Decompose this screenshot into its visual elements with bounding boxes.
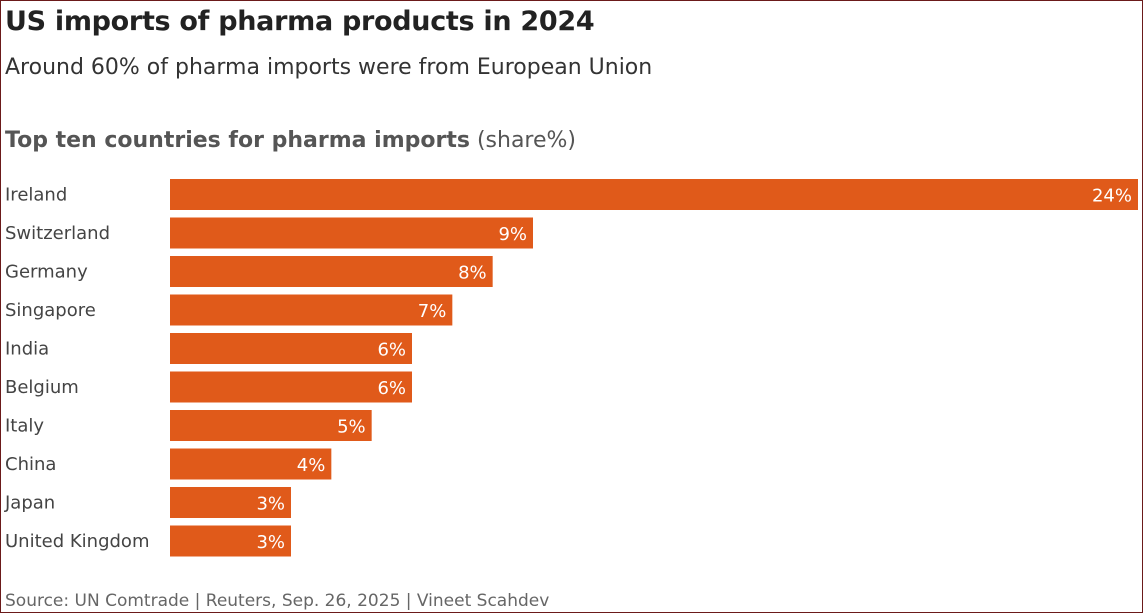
data-label: 5% xyxy=(337,417,366,438)
category-label: Germany xyxy=(5,262,88,283)
bar-india xyxy=(170,333,412,364)
data-label: 3% xyxy=(256,532,285,553)
source-note: Source: UN Comtrade | Reuters, Sep. 26, … xyxy=(5,591,550,611)
data-label: 3% xyxy=(256,494,285,515)
data-label: 9% xyxy=(498,224,527,245)
data-label: 6% xyxy=(377,340,406,361)
bar-germany xyxy=(170,256,493,287)
category-label: Japan xyxy=(4,493,55,514)
bar-china xyxy=(170,448,332,480)
category-label: Ireland xyxy=(5,185,67,206)
data-label: 24% xyxy=(1092,186,1132,207)
category-label: Singapore xyxy=(5,300,96,321)
bar-chart: Ireland 24% Switzerland 9% Germany 8% Singapor… xyxy=(4,179,1138,557)
bar-belgium xyxy=(170,371,412,403)
bar-ireland xyxy=(170,179,1138,210)
chart-title: Top ten countries for pharma imports (sh… xyxy=(5,128,576,153)
data-label: 6% xyxy=(377,378,406,399)
data-label: 4% xyxy=(297,455,326,476)
category-label: India xyxy=(5,339,49,360)
chart-headline: US imports of pharma products in 2024 xyxy=(5,6,595,37)
category-label: China xyxy=(5,454,56,475)
data-label: 7% xyxy=(418,301,447,322)
bar-italy xyxy=(170,410,372,441)
chart-subtitle: Around 60% of pharma imports were from E… xyxy=(5,55,653,80)
bar-singapore xyxy=(170,294,453,326)
bar-japan xyxy=(170,487,291,518)
category-label: United Kingdom xyxy=(5,531,149,552)
bar-united-kingdom xyxy=(170,525,291,557)
chart-title-bold: Top ten countries for pharma imports xyxy=(5,128,470,153)
category-label: Switzerland xyxy=(5,223,110,244)
chart-title-unit: (share%) xyxy=(476,128,577,153)
data-label: 8% xyxy=(458,263,487,284)
category-label: Italy xyxy=(5,416,44,437)
category-label: Belgium xyxy=(5,377,79,398)
bar-switzerland xyxy=(170,217,533,249)
